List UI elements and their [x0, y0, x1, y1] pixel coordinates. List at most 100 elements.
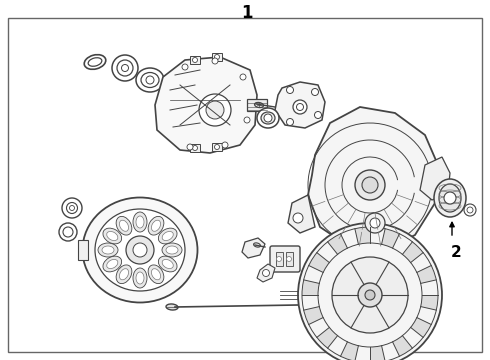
FancyBboxPatch shape	[270, 246, 300, 272]
Ellipse shape	[254, 243, 260, 247]
Ellipse shape	[158, 256, 177, 272]
Circle shape	[193, 58, 197, 63]
Bar	[78, 240, 88, 260]
Bar	[212, 143, 222, 151]
Ellipse shape	[151, 269, 161, 280]
Circle shape	[117, 60, 133, 76]
Ellipse shape	[107, 231, 118, 240]
Ellipse shape	[116, 216, 132, 235]
Ellipse shape	[84, 55, 106, 69]
Text: 2: 2	[451, 245, 462, 260]
Ellipse shape	[88, 58, 102, 66]
Circle shape	[279, 107, 285, 112]
Ellipse shape	[148, 216, 164, 235]
Circle shape	[206, 101, 224, 119]
Ellipse shape	[136, 216, 144, 228]
Ellipse shape	[162, 260, 173, 269]
Ellipse shape	[95, 209, 185, 291]
Polygon shape	[304, 307, 323, 324]
Bar	[247, 99, 267, 111]
Ellipse shape	[254, 102, 264, 108]
Polygon shape	[392, 336, 413, 356]
Polygon shape	[421, 295, 438, 310]
Ellipse shape	[82, 198, 197, 302]
Polygon shape	[302, 280, 319, 295]
Circle shape	[293, 213, 303, 223]
Circle shape	[287, 256, 292, 261]
Circle shape	[63, 227, 73, 237]
Bar	[212, 53, 222, 61]
Circle shape	[444, 192, 456, 204]
Circle shape	[182, 64, 188, 70]
Ellipse shape	[166, 304, 178, 310]
Circle shape	[287, 86, 294, 94]
Circle shape	[59, 223, 77, 241]
Circle shape	[240, 74, 246, 80]
Polygon shape	[309, 253, 329, 273]
Ellipse shape	[158, 228, 177, 244]
Circle shape	[293, 100, 307, 114]
Ellipse shape	[103, 228, 122, 244]
Ellipse shape	[98, 243, 118, 257]
Ellipse shape	[120, 220, 128, 231]
Ellipse shape	[133, 212, 147, 232]
Polygon shape	[308, 107, 438, 250]
Circle shape	[222, 142, 228, 148]
Circle shape	[193, 145, 197, 150]
Circle shape	[263, 270, 270, 276]
Circle shape	[315, 112, 321, 118]
Circle shape	[264, 114, 272, 122]
Circle shape	[365, 257, 375, 267]
Polygon shape	[402, 242, 423, 262]
Circle shape	[187, 144, 193, 150]
Circle shape	[244, 117, 250, 123]
Circle shape	[365, 213, 385, 233]
Text: 1: 1	[241, 4, 253, 22]
Ellipse shape	[103, 256, 122, 272]
Ellipse shape	[166, 246, 178, 254]
Ellipse shape	[141, 72, 159, 87]
Ellipse shape	[136, 68, 164, 92]
Ellipse shape	[434, 179, 466, 217]
Ellipse shape	[151, 220, 161, 231]
Ellipse shape	[107, 260, 118, 269]
Polygon shape	[411, 318, 431, 337]
Circle shape	[276, 256, 281, 261]
Circle shape	[215, 54, 220, 59]
Circle shape	[126, 236, 154, 264]
Polygon shape	[317, 328, 338, 348]
Ellipse shape	[148, 265, 164, 284]
Polygon shape	[370, 346, 385, 360]
Bar	[286, 252, 293, 266]
Bar	[276, 252, 283, 266]
Polygon shape	[328, 234, 347, 255]
Circle shape	[355, 170, 385, 200]
Ellipse shape	[257, 108, 279, 128]
Circle shape	[212, 58, 218, 64]
Circle shape	[298, 223, 442, 360]
Circle shape	[358, 283, 382, 307]
Ellipse shape	[136, 272, 144, 284]
Circle shape	[122, 64, 128, 72]
Ellipse shape	[162, 243, 182, 257]
Circle shape	[215, 144, 220, 149]
Circle shape	[67, 202, 77, 213]
Polygon shape	[288, 195, 315, 233]
Ellipse shape	[162, 231, 173, 240]
Circle shape	[287, 118, 294, 126]
Circle shape	[296, 104, 303, 111]
Polygon shape	[257, 264, 275, 282]
Circle shape	[70, 206, 74, 211]
Circle shape	[62, 198, 82, 218]
Polygon shape	[350, 250, 390, 270]
Polygon shape	[242, 238, 265, 258]
Circle shape	[312, 89, 318, 95]
Circle shape	[112, 55, 138, 81]
Circle shape	[332, 257, 408, 333]
Polygon shape	[382, 229, 399, 248]
Bar	[190, 144, 200, 152]
Polygon shape	[417, 265, 436, 283]
Circle shape	[133, 243, 147, 257]
Circle shape	[199, 94, 231, 126]
Polygon shape	[420, 157, 450, 200]
